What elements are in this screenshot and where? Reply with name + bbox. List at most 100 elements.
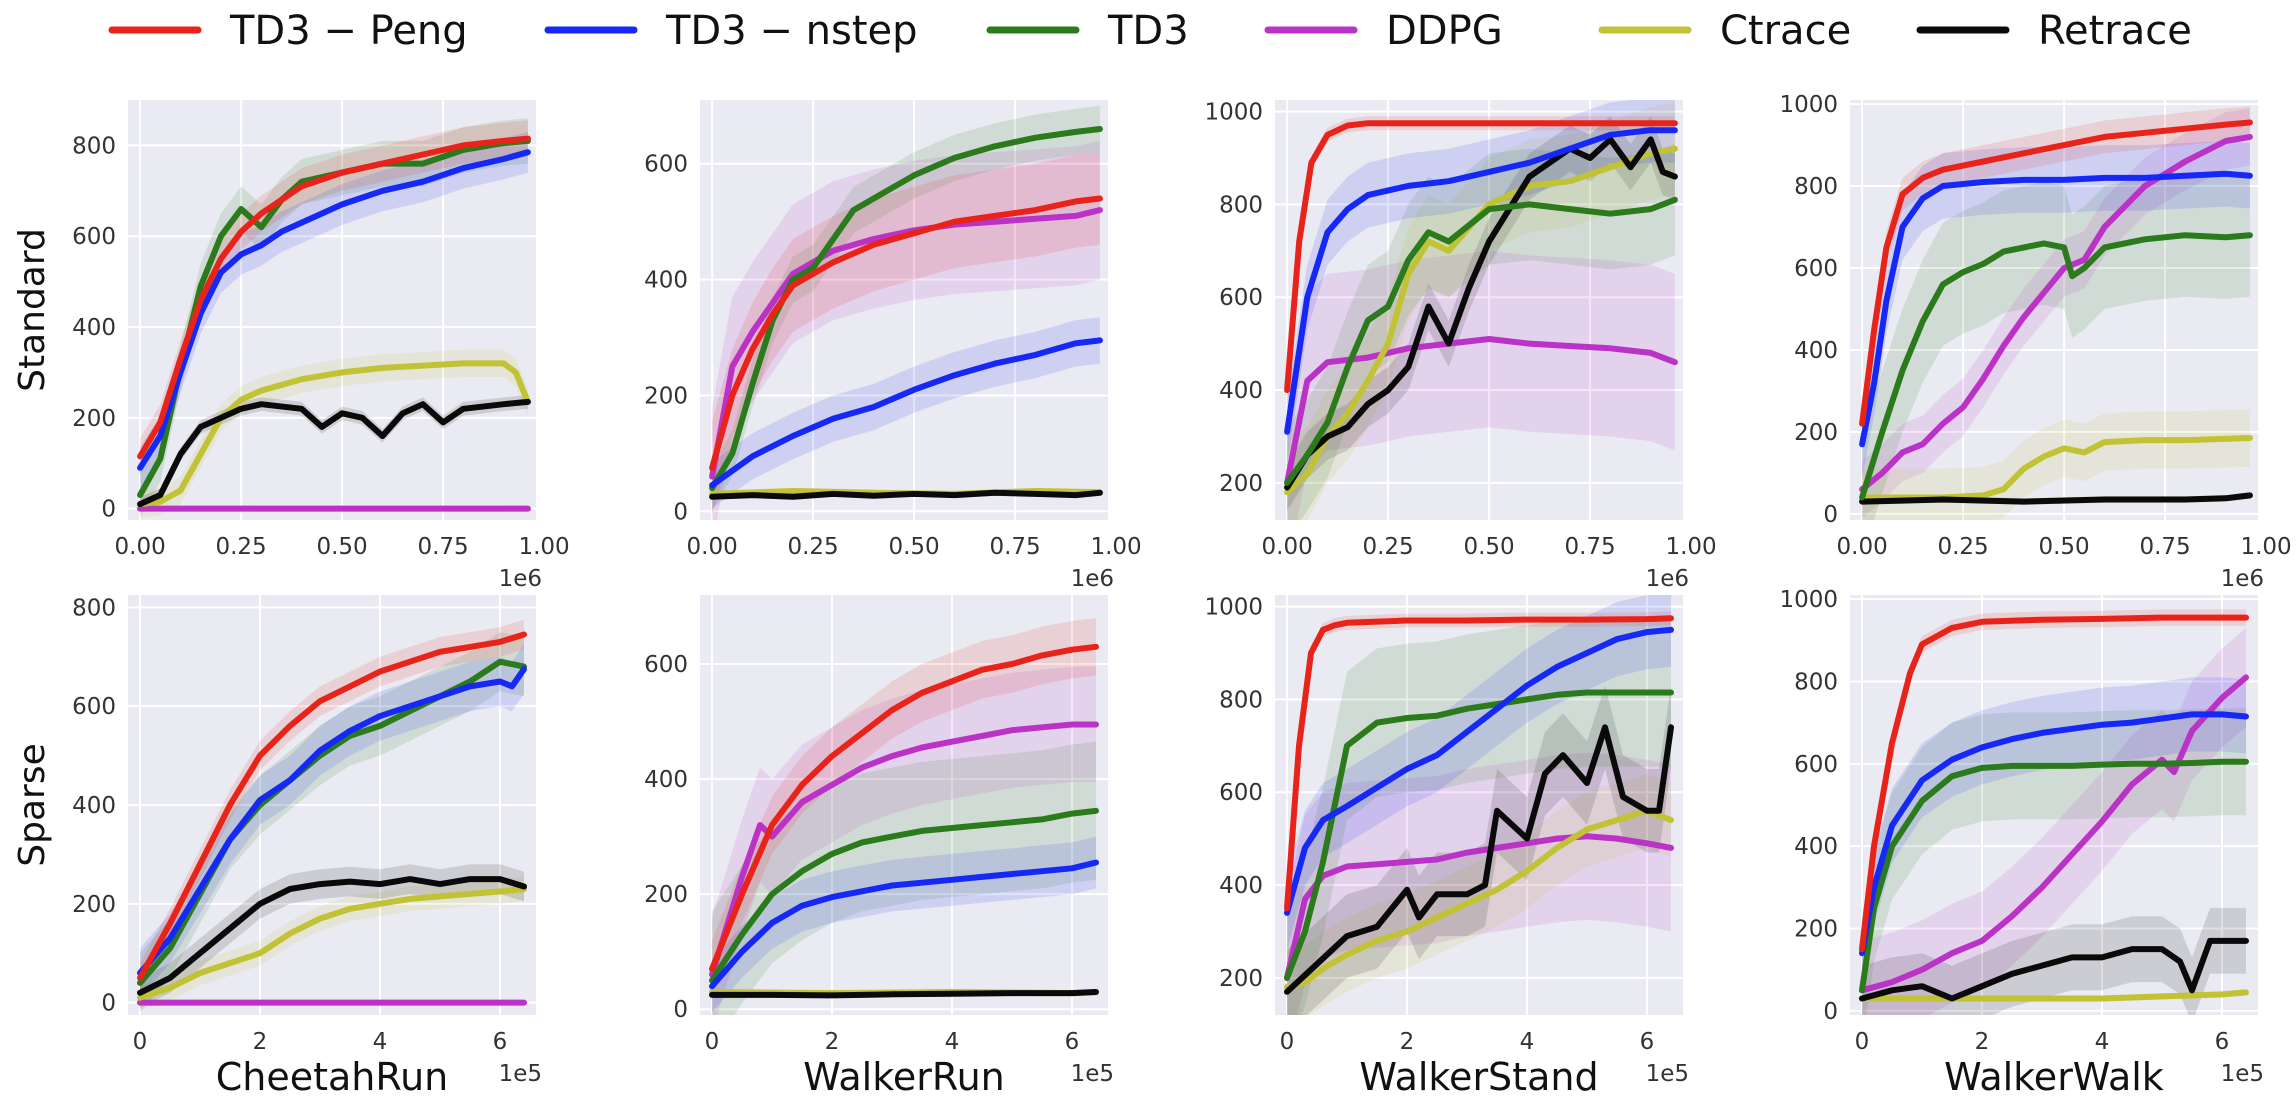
band-td3-nstep [712,317,1100,509]
series-group [709,105,1103,520]
line-retrace [1284,724,1674,995]
y-tick-label: 800 [1219,687,1263,713]
band-ddpg [712,140,1100,520]
y-tick-label: 400 [1794,338,1838,364]
x-tick-label: 4 [2095,1029,2110,1055]
x-tick-label: 2 [825,1029,840,1055]
y-tick-label: 400 [644,767,688,793]
panel-standard-walkerrun: 0 200 400 600 0.00 0.25 0.50 0.75 1.00 1e6 [644,100,1142,592]
x-tick-label: 6 [1065,1029,1080,1055]
y-tick-label: 200 [72,892,116,918]
y-tick-label: 200 [1794,420,1838,446]
line-retrace [1284,136,1678,491]
band-td3 [1287,144,1675,520]
legend-label: TD3 − nstep [665,8,918,54]
x-tick-label: 0.50 [888,534,939,560]
y-tick-label: 400 [1794,834,1838,860]
y-tick-label: 1000 [1204,595,1263,621]
series-group [137,118,531,518]
line-ddpg [1859,674,2249,994]
x-tick-label: 1.00 [518,534,569,560]
y-tick-label: 600 [72,694,116,720]
band-td3 [712,105,1100,512]
x-multiplier-label: 1e6 [499,566,542,592]
y-tick-label: 1000 [1779,92,1838,118]
legend-item-td3: TD3 [986,8,1189,54]
line-retrace [137,876,527,996]
y-tick-label: 0 [101,991,116,1017]
x-tick-label: 0.25 [787,534,838,560]
line-td3-nstep [709,859,1099,990]
y-tick-label: 800 [1794,174,1838,200]
y-tick-label: 1000 [1779,587,1838,613]
column-title-cheetahrun: CheetahRun [216,1055,449,1099]
series-group [1284,100,1678,520]
line-td3 [709,126,1103,492]
x-multiplier-label: 1e6 [1646,566,1689,592]
x-tick-label: 0.00 [687,534,738,560]
y-tick-label: 200 [1219,966,1263,992]
x-multiplier-label: 1e5 [1646,1061,1689,1087]
line-td3-nstep [1284,626,1674,916]
line-td3-nstep [1284,127,1678,435]
column-title-walkerstand: WalkerStand [1359,1055,1598,1099]
x-multiplier-label: 1e6 [1071,566,1114,592]
y-tick-label: 200 [72,406,116,432]
row-label-standard: Standard [12,228,53,392]
line-retrace [137,398,531,508]
line-td3-peng [1859,119,2253,427]
line-td3-nstep [137,666,527,976]
band-td3 [140,632,524,1013]
y-tick-label: 400 [644,268,688,294]
band-ctrace [140,349,528,518]
x-tick-label: 0.25 [1362,534,1413,560]
x-tick-label: 0.75 [1564,534,1615,560]
x-tick-label: 1.00 [1665,534,1716,560]
band-td3-peng [1862,106,2250,441]
x-tick-label: 2 [253,1029,268,1055]
line-ctrace [1284,807,1674,991]
line-td3-nstep [1859,711,2249,957]
y-tick-label: 400 [72,315,116,341]
band-td3-peng [712,152,1100,515]
x-tick-label: 0 [1280,1029,1295,1055]
y-tick-label: 800 [72,595,116,621]
line-td3-peng [1284,615,1674,912]
x-tick-label: 0.25 [215,534,266,560]
figure-labels: Standard Sparse CheetahRun WalkerRun WalkerS… [12,228,2164,1099]
line-retrace [1859,492,2253,505]
line-ctrace [1859,435,2253,501]
band-td3-nstep [140,644,524,998]
x-tick-label: 2 [1975,1029,1990,1055]
y-tick-label: 200 [644,882,688,908]
x-tick-label: 2 [1400,1029,1415,1055]
line-td3-peng [1859,614,2249,953]
x-tick-label: 0 [133,1029,148,1055]
band-td3-nstep [712,836,1096,1013]
panel-sparse-cheetahrun: 0 200 400 600 800 0 2 4 6 1e5 [72,595,542,1087]
band-td3 [1862,173,2250,520]
x-tick-label: 0.50 [1463,534,1514,560]
x-tick-label: 4 [373,1029,388,1055]
line-td3-peng [137,135,531,460]
series-group [1859,609,2249,1015]
band-td3-peng [712,618,1096,998]
y-tick-label: 1000 [1204,100,1263,126]
band-td3 [712,741,1096,1015]
line-td3-nstep [709,337,1103,489]
panel-standard-walkerwalk: 0 200 400 600 800 1000 0.00 0.25 0.50 0.75 1.00 1e6 [1779,92,2291,592]
y-tick-label: 200 [644,383,688,409]
line-td3 [1284,689,1674,981]
y-tick-label: 600 [644,652,688,678]
line-td3 [709,807,1099,984]
line-retrace [709,489,1103,500]
line-ctrace [1859,989,2249,1002]
band-ctrace [1862,409,2250,520]
x-tick-label: 6 [1640,1029,1655,1055]
y-tick-label: 600 [72,224,116,250]
line-ctrace [137,360,531,508]
plot-background [1275,100,1683,520]
legend-label: Retrace [2038,8,2192,54]
